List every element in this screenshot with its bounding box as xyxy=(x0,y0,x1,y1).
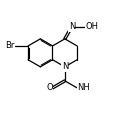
Text: O: O xyxy=(46,83,53,92)
Text: N: N xyxy=(62,62,68,71)
Text: Br: Br xyxy=(6,41,15,50)
Text: NH: NH xyxy=(77,83,90,92)
Text: OH: OH xyxy=(86,22,99,31)
Text: N: N xyxy=(69,22,75,31)
